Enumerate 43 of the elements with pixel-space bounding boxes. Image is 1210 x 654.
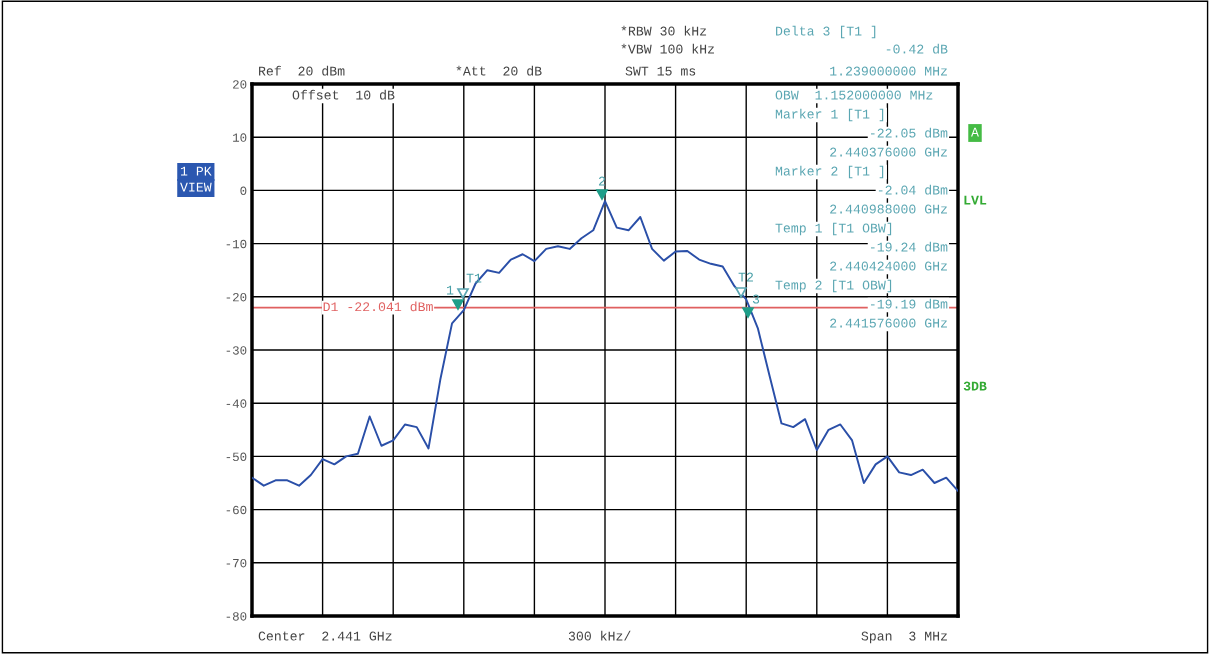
- ref-line-label: D1 -22.041 dBm: [323, 301, 433, 312]
- annotation: Temp 2 [T1 OBW]: [775, 279, 892, 293]
- y-tick-label: -60: [226, 505, 247, 515]
- text: -0.42 dB: [886, 43, 948, 54]
- y-tick-label: 20: [233, 80, 247, 89]
- text: A: [971, 127, 979, 137]
- text: SWT 15 ms: [625, 66, 696, 76]
- y-tick-label: -80: [226, 612, 247, 621]
- annotation: 2.440988000 GHz: [830, 204, 947, 214]
- annotation: Offset 10 dB: [292, 89, 395, 100]
- text: Delta 3 [T1 ]: [776, 25, 876, 39]
- annotation: 1: [447, 285, 454, 295]
- text: 1.239000000 MHz: [830, 66, 947, 76]
- text: Span 3 MHz: [861, 631, 947, 644]
- y-tick-label: -10: [226, 239, 247, 249]
- annotation: Marker 1 [T1 ]: [775, 108, 884, 122]
- text: *VBW 100 kHz: [621, 43, 714, 54]
- y-tick-label: 10: [233, 133, 247, 142]
- annotation: -19.19 dBm: [870, 298, 948, 309]
- annotation: 2.440424000 GHz: [830, 261, 947, 271]
- y-tick-label: -20: [226, 292, 247, 302]
- y-tick-label: -50: [226, 452, 247, 462]
- annotation: 2.440376000 GHz: [830, 147, 947, 157]
- annotation: -19.24 dBm: [870, 241, 948, 252]
- text: Center 2.441 GHz: [258, 631, 392, 641]
- annotation: 2.441576000 GHz: [830, 318, 947, 328]
- text: *RBW 30 kHz: [621, 25, 707, 36]
- annotation: OBW 1.152000000 MHz: [775, 90, 933, 100]
- text: VIEW: [180, 182, 212, 192]
- annotation: -2.04 dBm: [878, 184, 948, 195]
- text: *Att 20 dB: [456, 65, 542, 76]
- y-tick-label: 0: [240, 186, 247, 196]
- text: Ref 20 dBm: [259, 65, 345, 76]
- text: 1 PK: [180, 166, 212, 176]
- y-tick-label: -30: [226, 346, 247, 355]
- text: 3DB: [963, 381, 987, 391]
- annotation: Marker 2 [T1 ]: [775, 165, 884, 179]
- text: 300 kHz/: [568, 630, 631, 641]
- y-tick-label: -70: [226, 558, 247, 568]
- annotation: Temp 1 [T1 OBW]: [775, 222, 892, 236]
- annotation: -22.05 dBm: [870, 127, 948, 138]
- y-tick-label: -40: [226, 399, 247, 408]
- text: LVL: [964, 195, 987, 205]
